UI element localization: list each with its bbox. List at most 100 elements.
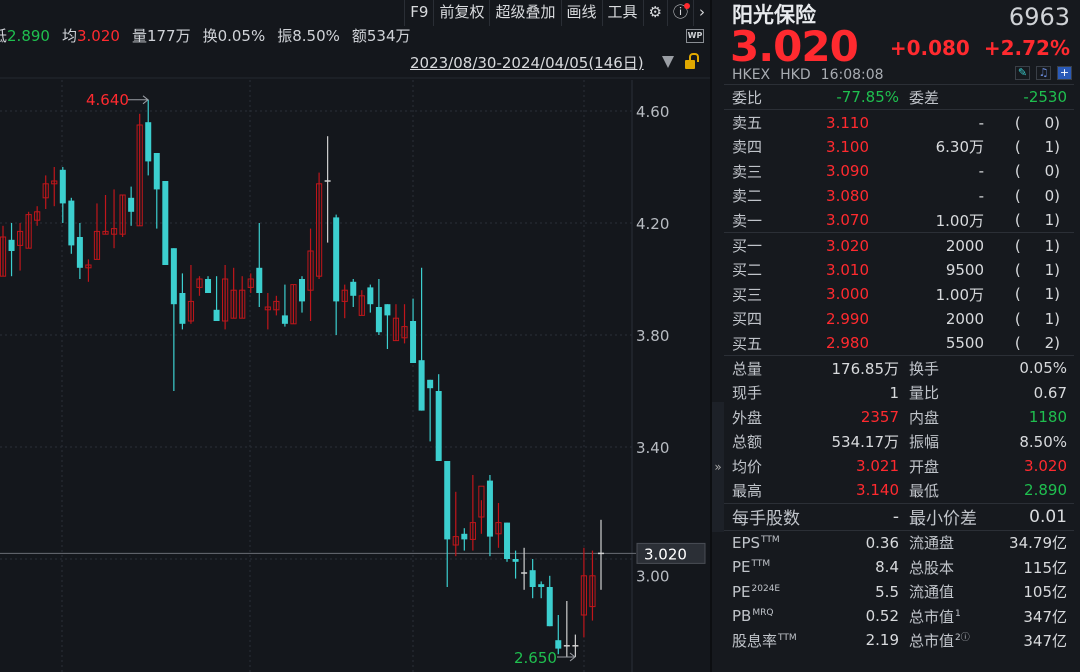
level-volume: -: [978, 186, 984, 205]
candle-body-down: [375, 307, 382, 333]
level-label: 买一: [732, 237, 763, 256]
draw-button[interactable]: 画线: [560, 0, 602, 26]
level-count: ( 1): [1014, 260, 1060, 279]
gear-icon[interactable]: ⚙: [642, 0, 667, 26]
candle-body-up: [580, 575, 588, 616]
metric-label: 股息率TTM: [732, 631, 797, 650]
level-price: 3.110: [826, 113, 869, 132]
candle-body-down: [299, 279, 305, 302]
stat-value: 534.17万: [831, 433, 900, 452]
stat-row: 外盘 2357 内盘 1180: [724, 405, 1074, 429]
candle-body-up: [589, 575, 596, 608]
bell-icon[interactable]: ♫: [1036, 66, 1051, 80]
candle-body-up: [136, 124, 143, 227]
level-count: ( 0): [1014, 162, 1060, 181]
overlay-button[interactable]: 超级叠加: [489, 0, 560, 26]
turnover-info: 换0.05%: [202, 27, 266, 45]
lot-row: 每手股数 - 最小价差 0.01: [732, 506, 1067, 530]
metric-label: PETTM: [732, 558, 771, 577]
stat-label: 内盘: [909, 408, 940, 427]
change-percent: +2.72%: [983, 36, 1070, 60]
level-label: 卖一: [732, 211, 763, 230]
min-price-label: 2.650: [514, 649, 557, 667]
f9-button[interactable]: F9: [404, 0, 433, 26]
stat-value: 1: [889, 383, 899, 402]
y-tick-label: 4.20: [636, 215, 669, 233]
candle-body-down: [384, 304, 391, 316]
stat-label: 开盘: [909, 457, 940, 476]
add-icon[interactable]: +: [1057, 66, 1072, 80]
ask-row[interactable]: 卖五 3.110 - ( 0): [724, 110, 1074, 134]
candle-body-down: [350, 281, 357, 296]
stat-label: 现手: [732, 384, 763, 403]
stat-value: 2357: [860, 408, 899, 427]
bid-row[interactable]: 买四 2.990 2000 ( 1): [724, 307, 1074, 331]
stat-value: 2.890: [1024, 481, 1067, 500]
edit-icon[interactable]: ✎: [1015, 66, 1030, 80]
adjust-button[interactable]: 前复权: [433, 0, 489, 26]
ask-row[interactable]: 卖三 3.090 - ( 0): [724, 159, 1074, 183]
tools-button[interactable]: 工具: [601, 0, 643, 26]
candle-body-down: [410, 321, 417, 363]
expand-collapse-handle[interactable]: »: [712, 402, 724, 532]
help-icon[interactable]: ⓘ: [666, 0, 693, 26]
bid-row[interactable]: 买五 2.980 5500 ( 2): [724, 331, 1074, 355]
metric-value: 115亿: [1023, 558, 1067, 577]
stat-label: 振幅: [909, 433, 940, 452]
metric-value: 347亿: [1023, 607, 1067, 626]
candlestick-chart[interactable]: 4.60 4.20 3.80 3.40 3.00 4.640 2.650 3.020: [0, 0, 710, 672]
candle-body-down: [333, 217, 340, 302]
ask-row[interactable]: 卖二 3.080 - ( 0): [724, 184, 1074, 208]
candle-body-up: [315, 183, 323, 277]
candle-body-down: [512, 559, 519, 562]
candle-body-up: [247, 278, 254, 288]
stat-value: 3.140: [856, 481, 899, 500]
candle-body-up: [478, 485, 485, 518]
change-value: +0.080: [889, 36, 970, 60]
stat-label: 均价: [732, 457, 763, 476]
candle-body-down: [529, 570, 536, 587]
candle-body-down: [367, 287, 374, 305]
metric-label: 流通盘: [909, 534, 955, 553]
level-count: ( 2): [1014, 334, 1060, 353]
candle-body-up: [290, 284, 297, 325]
metric-value: 105亿: [1023, 583, 1067, 602]
chevron-right-icon[interactable]: ›: [693, 0, 710, 26]
stat-label: 最低: [909, 481, 940, 500]
level-price: 3.100: [826, 137, 869, 156]
metric-label: 总市值2ⓘ: [909, 631, 970, 650]
candle-body-up: [341, 289, 348, 302]
bid-row[interactable]: 买三 3.000 1.00万 ( 1): [724, 282, 1074, 306]
candle-body-down: [179, 293, 186, 324]
level-count: ( 1): [1014, 211, 1060, 230]
fundamental-row: 股息率TTM 2.19 总市值2ⓘ 347亿: [724, 628, 1074, 652]
level-label: 买二: [732, 261, 763, 280]
level-count: ( 0): [1014, 186, 1060, 205]
candle-body-up: [452, 536, 459, 546]
level-price: 3.090: [826, 162, 869, 181]
level-price: 2.990: [826, 309, 869, 328]
candle-body-down: [205, 279, 212, 293]
ask-row[interactable]: 卖四 3.100 6.30万 ( 1): [724, 135, 1074, 159]
bid-row[interactable]: 买一 3.020 2000 ( 1): [724, 233, 1074, 257]
stat-label: 总量: [732, 359, 763, 378]
max-price-label: 4.640: [86, 91, 129, 109]
level-label: 买三: [732, 285, 763, 304]
date-range-selector[interactable]: 2023/08/30-2024/04/05(146日): [410, 54, 644, 72]
fundamental-row: EPSTTM 0.36 流通盘 34.79亿: [724, 531, 1074, 555]
candle-body-up: [264, 306, 271, 311]
level-volume: 2000: [945, 309, 984, 328]
candle-body-down: [281, 315, 288, 324]
bid-row[interactable]: 买二 3.010 9500 ( 1): [724, 258, 1074, 282]
metric-value: 0.36: [865, 533, 899, 552]
dropdown-triangle-icon[interactable]: [662, 56, 674, 68]
candle-body-down: [153, 153, 160, 190]
ask-row[interactable]: 卖一 3.070 1.00万 ( 1): [724, 208, 1074, 232]
candle-body-up: [196, 278, 203, 288]
candle-body-down: [486, 480, 493, 537]
level-count: ( 0): [1014, 113, 1060, 132]
wp-monitor-icon[interactable]: WP: [686, 29, 704, 43]
level-volume: 5500: [945, 334, 984, 353]
unlock-icon[interactable]: [685, 53, 699, 69]
metric-label: PBMRQ: [732, 607, 774, 625]
